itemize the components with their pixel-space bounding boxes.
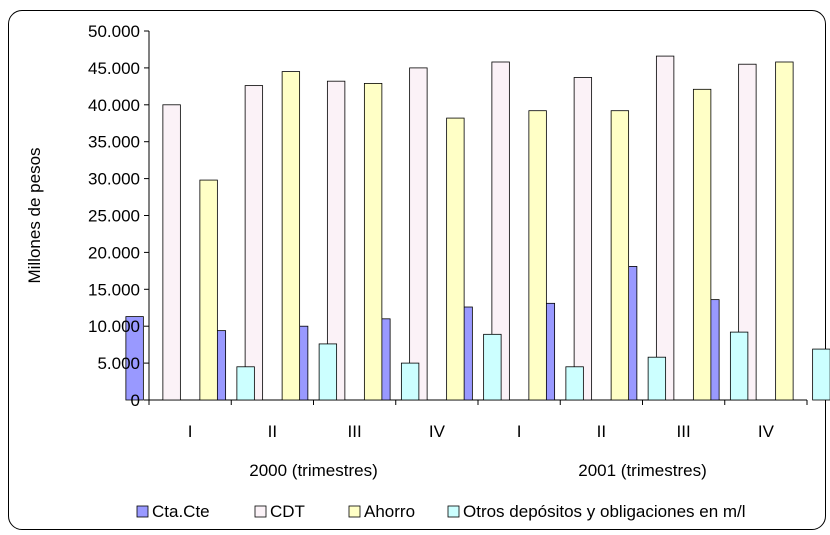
y-tick-label: 0 [131, 391, 140, 410]
bar [199, 179, 218, 401]
bar [528, 110, 547, 401]
x-tick-label: I [188, 422, 193, 441]
bar [729, 331, 749, 401]
legend-swatch [254, 505, 267, 518]
bar [162, 104, 181, 401]
bar [610, 110, 630, 401]
legend-label: Ahorro [364, 502, 415, 521]
legend-label: Otros depósitos y obligaciones en m/l [463, 502, 746, 521]
bar [236, 366, 255, 401]
tick-labels: 0 5.000 10.000 15.000 20.000 25.000 30.000 35.0… [25, 22, 775, 480]
x-group-label: 2001 (trimestres) [578, 461, 706, 480]
x-tick-label: III [677, 422, 691, 441]
y-tick-label: 5.000 [97, 354, 140, 373]
bars [125, 55, 830, 401]
legend-swatch [348, 505, 361, 518]
bar [692, 88, 712, 401]
bar [409, 67, 428, 401]
x-group-label: 2000 (trimestres) [249, 461, 377, 480]
y-tick-label: 30.000 [88, 170, 140, 189]
y-tick-label: 35.000 [88, 133, 140, 152]
y-tick-label: 10.000 [88, 317, 140, 336]
bar [647, 356, 667, 401]
bar [565, 366, 584, 401]
bar [573, 77, 593, 401]
y-tick-label: 25.000 [88, 207, 140, 226]
bar [400, 362, 420, 401]
bar [125, 316, 144, 401]
bar [812, 348, 830, 401]
y-tick-label: 15.000 [88, 280, 140, 299]
x-tick-label: IV [758, 422, 775, 441]
y-axis-label: Millones de pesos [25, 147, 44, 283]
bar [483, 333, 502, 401]
bar [775, 61, 794, 401]
x-tick-label: I [517, 422, 522, 441]
bar [281, 71, 301, 401]
legend: Cta.Cte CDT Ahorro Otros depósitos y obliga… [136, 502, 746, 521]
bar [446, 117, 465, 401]
bar [655, 55, 675, 401]
bar [363, 82, 383, 401]
x-tick-label: II [268, 422, 277, 441]
x-tick-label: II [597, 422, 606, 441]
legend-swatch [447, 505, 460, 518]
bar [318, 343, 338, 401]
x-tick-label: III [348, 422, 362, 441]
legend-label: CDT [270, 502, 305, 521]
legend-swatch [136, 505, 149, 518]
bar [244, 85, 264, 401]
legend-label: Cta.Cte [152, 502, 210, 521]
y-tick-label: 45.000 [88, 59, 140, 78]
y-tick-label: 20.000 [88, 243, 140, 262]
x-tick-label: IV [429, 422, 446, 441]
y-tick-label: 40.000 [88, 96, 140, 115]
y-tick-label: 50.000 [88, 22, 140, 41]
